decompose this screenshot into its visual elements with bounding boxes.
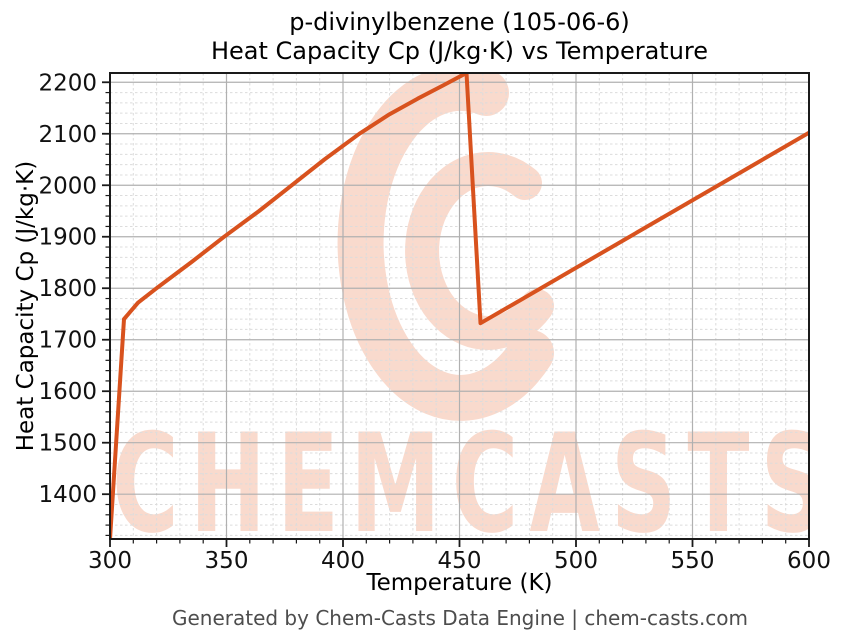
x-tick-label: 350 xyxy=(205,548,249,574)
watermark-logo-inner-swoosh-icon xyxy=(405,152,554,350)
footer-text: Generated by Chem-Casts Data Engine | ch… xyxy=(171,606,749,630)
x-tick-label: 450 xyxy=(438,548,482,574)
y-tick-label: 1800 xyxy=(38,276,97,302)
series-group xyxy=(110,73,809,539)
x-tick-label: 600 xyxy=(787,548,831,574)
watermark: CHEMCASTS xyxy=(112,73,837,564)
ticks: 300 350 400 450 500 550 600 1400 1500 1600 1700 180… xyxy=(38,70,831,574)
x-tick-label: 500 xyxy=(554,548,598,574)
chart-title-line2: Heat Capacity Cp (J/kg·K) vs Temperature xyxy=(210,37,709,65)
y-tick-label: 1700 xyxy=(38,328,97,354)
y-axis-label: Heat Capacity Cp (J/kg·K) xyxy=(13,160,39,452)
y-tick-label: 2200 xyxy=(38,70,97,96)
data-line xyxy=(110,73,809,539)
major-grid xyxy=(109,73,810,539)
y-tick-label: 2100 xyxy=(38,122,97,148)
watermark-logo-swoosh-icon xyxy=(337,73,554,421)
y-tick-label: 1900 xyxy=(38,225,97,251)
watermark-text: CHEMCASTS xyxy=(112,405,837,564)
x-tick-label: 300 xyxy=(88,548,132,574)
y-tick-label: 1400 xyxy=(38,482,97,508)
x-tick-label: 550 xyxy=(671,548,715,574)
chart-title-line1: p-divinylbenzene (105-06-6) xyxy=(289,8,630,36)
chart-title: p-divinylbenzene (105-06-6) Heat Capacit… xyxy=(110,8,809,66)
y-tick-label: 1600 xyxy=(38,379,97,405)
x-tick-label: 400 xyxy=(321,548,365,574)
y-tick-label: 1500 xyxy=(38,431,97,457)
x-axis-label: Temperature (K) xyxy=(366,570,553,596)
y-tick-label: 2000 xyxy=(38,173,97,199)
